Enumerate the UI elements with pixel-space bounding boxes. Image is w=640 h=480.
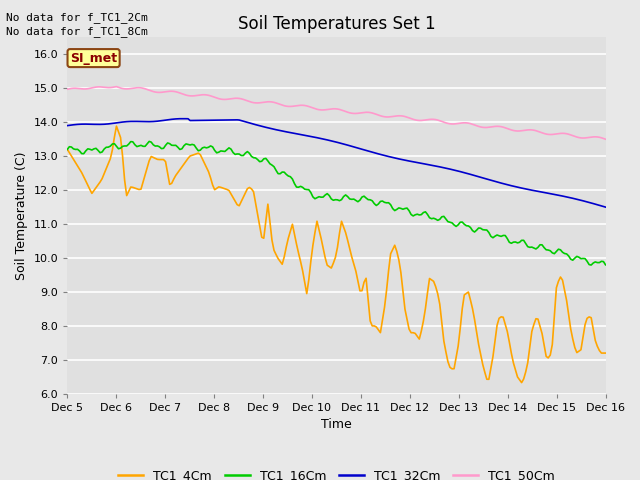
Title: Soil Temperatures Set 1: Soil Temperatures Set 1: [237, 15, 435, 33]
Legend: TC1_4Cm, TC1_16Cm, TC1_32Cm, TC1_50Cm: TC1_4Cm, TC1_16Cm, TC1_32Cm, TC1_50Cm: [113, 464, 559, 480]
Text: No data for f_TC1_8Cm: No data for f_TC1_8Cm: [6, 26, 148, 37]
Text: SI_met: SI_met: [70, 51, 117, 65]
Text: No data for f_TC1_2Cm: No data for f_TC1_2Cm: [6, 12, 148, 23]
X-axis label: Time: Time: [321, 419, 352, 432]
Y-axis label: Soil Temperature (C): Soil Temperature (C): [15, 151, 28, 280]
